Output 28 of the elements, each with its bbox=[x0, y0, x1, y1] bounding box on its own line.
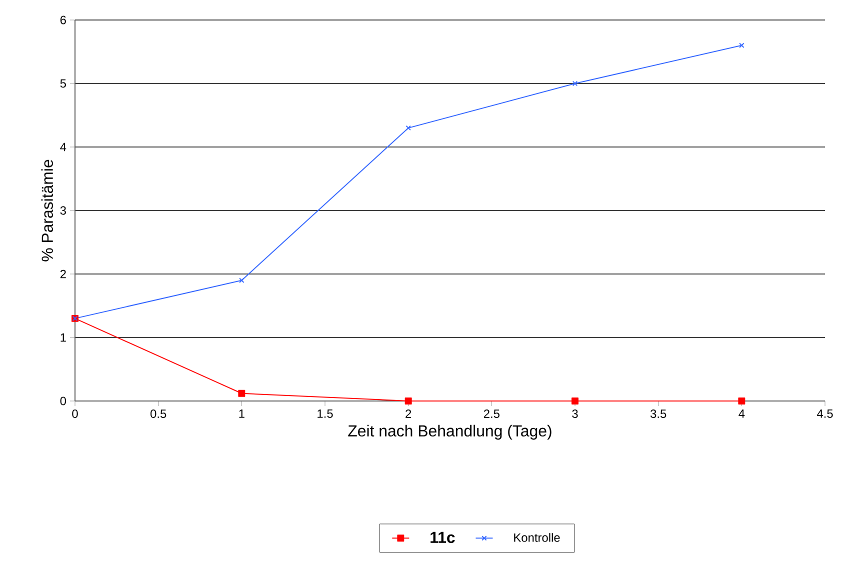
x-tick-label: 4.5 bbox=[816, 410, 833, 418]
x-tick-label: 0 bbox=[72, 410, 78, 418]
point bbox=[738, 398, 746, 404]
y-tick-label: 5 bbox=[60, 79, 66, 88]
x-tick-label: 3.5 bbox=[650, 410, 666, 418]
point bbox=[572, 80, 578, 86]
point bbox=[406, 125, 411, 131]
x-tick-label: 0.5 bbox=[150, 410, 166, 418]
x-tick-label: 2 bbox=[406, 410, 412, 418]
point bbox=[239, 278, 244, 283]
y-tick-label: 3 bbox=[60, 206, 66, 215]
x-tick-label: 2.5 bbox=[484, 410, 500, 418]
legend-label: 11c bbox=[430, 532, 455, 544]
x-tick-label: 1 bbox=[239, 410, 244, 418]
y-tick-label: 4 bbox=[60, 142, 66, 152]
x-axis-title: Zeit nach Behandlung (Tage) bbox=[348, 424, 552, 440]
point bbox=[238, 390, 246, 397]
x-tick-label: 3 bbox=[572, 410, 578, 418]
point bbox=[404, 398, 412, 404]
y-axis-title: % Parasitämie bbox=[41, 160, 53, 262]
x-tick-label: 1.5 bbox=[318, 410, 333, 418]
legend-label: Kontrolle bbox=[514, 533, 560, 542]
y-tick-label: 6 bbox=[60, 16, 66, 24]
y-tick-label: 2 bbox=[60, 270, 66, 278]
x-tick-label: 4 bbox=[738, 410, 745, 418]
y-tick-label: 0 bbox=[60, 396, 66, 406]
y-tick-label: 1 bbox=[60, 333, 66, 342]
point bbox=[572, 398, 578, 404]
